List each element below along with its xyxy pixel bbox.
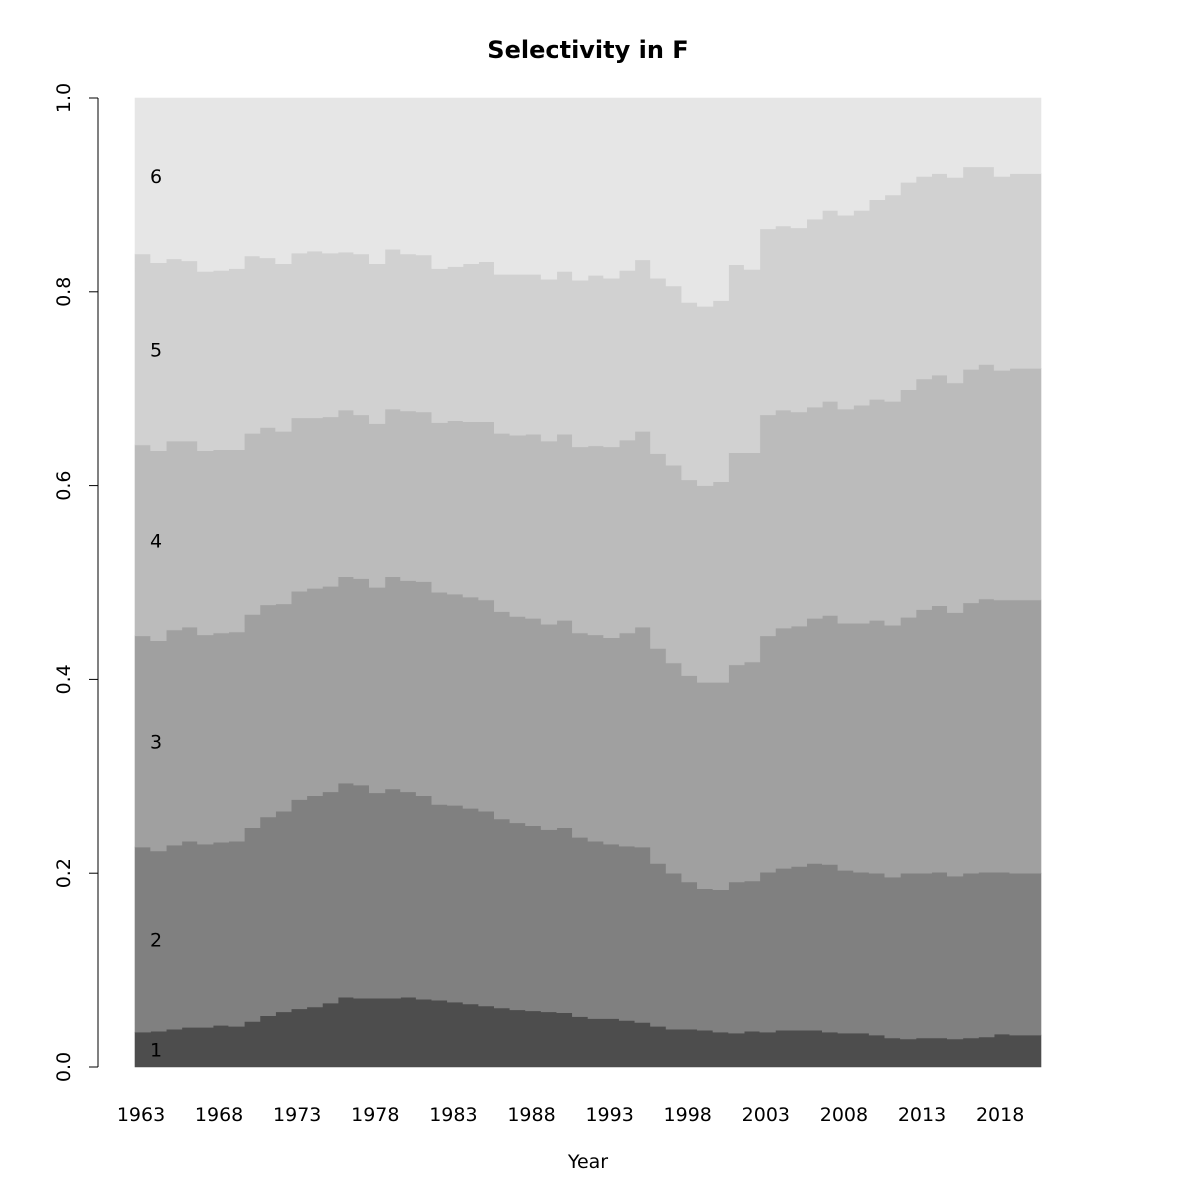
y-tick-label: 0.4 <box>53 664 75 694</box>
series-label-2: 2 <box>150 930 162 952</box>
x-tick-label: 1968 <box>195 1104 243 1126</box>
x-tick-label: 1983 <box>429 1104 477 1126</box>
x-axis-label: Year <box>567 1151 608 1173</box>
x-tick-label: 1993 <box>585 1104 633 1126</box>
x-tick-label: 1998 <box>664 1104 712 1126</box>
y-tick-label: 0.8 <box>53 277 75 307</box>
y-tick-label: 0.2 <box>53 858 75 888</box>
series-label-3: 3 <box>150 731 162 753</box>
series-label-6: 6 <box>150 166 162 188</box>
y-tick-label: 0.0 <box>53 1052 75 1082</box>
x-tick-label: 1963 <box>117 1104 165 1126</box>
series-label-4: 4 <box>150 530 162 552</box>
x-tick-label: 2013 <box>898 1104 946 1126</box>
x-tick-label: 1973 <box>273 1104 321 1126</box>
x-tick-label: 2018 <box>976 1104 1024 1126</box>
x-axis: 1963 1968 1973 1978 1983 1988 1993 1998 2003 2008… <box>117 1104 1024 1126</box>
y-tick-label: 0.6 <box>53 470 75 500</box>
series-label-5: 5 <box>150 340 162 362</box>
y-axis: 0.0 0.2 0.4 0.6 0.8 1.0 <box>53 83 99 1082</box>
y-tick-label: 1.0 <box>53 83 75 113</box>
series-label-1: 1 <box>150 1040 162 1062</box>
chart-title: Selectivity in F <box>487 36 688 64</box>
x-tick-label: 2008 <box>820 1104 868 1126</box>
series-area-6 <box>134 97 1042 307</box>
x-tick-label: 1978 <box>351 1104 399 1126</box>
x-tick-label: 2003 <box>742 1104 790 1126</box>
plot-area <box>134 97 1042 1068</box>
series-labels: 1 2 3 4 5 6 <box>150 166 162 1062</box>
x-tick-label: 1988 <box>507 1104 555 1126</box>
